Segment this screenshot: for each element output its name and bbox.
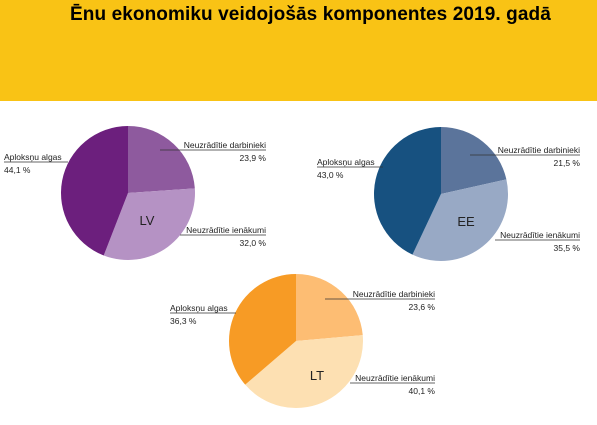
slice-label: Aploksņu algas: [170, 303, 228, 313]
slice-label: Aploksņu algas: [317, 157, 375, 167]
slice-value-label: 40,1 %: [409, 386, 436, 396]
chart-country-label: LV: [140, 213, 155, 228]
slice-label: Neuzrādītie ienākumi: [355, 373, 435, 383]
slice-value-label: 36,3 %: [170, 316, 197, 326]
pie-slice-lt-aploksnu-algas: [229, 274, 296, 385]
slice-label: Neuzrādītie darbinieki: [498, 145, 580, 155]
pie-chart-lt: Neuzrādītie darbinieki 23,6 % Neuzrādītie …: [170, 274, 435, 408]
pie-slice-ee-neuzraditie-ienakumi: [412, 179, 509, 262]
slice-value-label: 32,0 %: [240, 238, 267, 248]
pie-slice-lv-aploksnu-algas: [60, 126, 129, 256]
slice-label: Neuzrādītie darbinieki: [353, 289, 435, 299]
slice-label: Neuzrādītie darbinieki: [184, 140, 266, 150]
slice-label: Aploksņu algas: [4, 152, 62, 162]
slice-value-label: 23,6 %: [409, 302, 436, 312]
pie-slice-lv-neuzraditie-darbinieki: [128, 126, 195, 193]
page-title: Ēnu ekonomiku veidojošās komponentes 201…: [70, 4, 551, 25]
slice-value-label: 23,9 %: [240, 153, 267, 163]
pie-slice-ee-aploksnu-algas: [374, 127, 441, 255]
pie-chart-ee: Neuzrādītie darbinieki 21,5 % Neuzrādītie …: [317, 127, 581, 262]
pie-slice-ee-neuzraditie-darbinieki: [441, 127, 507, 194]
slice-value-label: 35,5 %: [554, 243, 581, 253]
pie-slice-lt-neuzraditie-ienakumi: [245, 335, 363, 408]
pie-chart-lv: Neuzrādītie darbinieki 23,9 % Neuzrādītie …: [4, 126, 267, 261]
pie-slice-lv-neuzraditie-ienakumi: [103, 188, 196, 261]
pie-slice-lt-neuzraditie-darbinieki: [296, 274, 363, 341]
slice-value-label: 43,0 %: [317, 170, 344, 180]
title-banner: [0, 0, 597, 101]
chart-country-label: LT: [310, 368, 324, 383]
slice-label: Neuzrādītie ienākumi: [186, 225, 266, 235]
slice-label: Neuzrādītie ienākumi: [500, 230, 580, 240]
slice-value-label: 21,5 %: [554, 158, 581, 168]
chart-country-label: EE: [457, 214, 475, 229]
slice-value-label: 44,1 %: [4, 165, 31, 175]
